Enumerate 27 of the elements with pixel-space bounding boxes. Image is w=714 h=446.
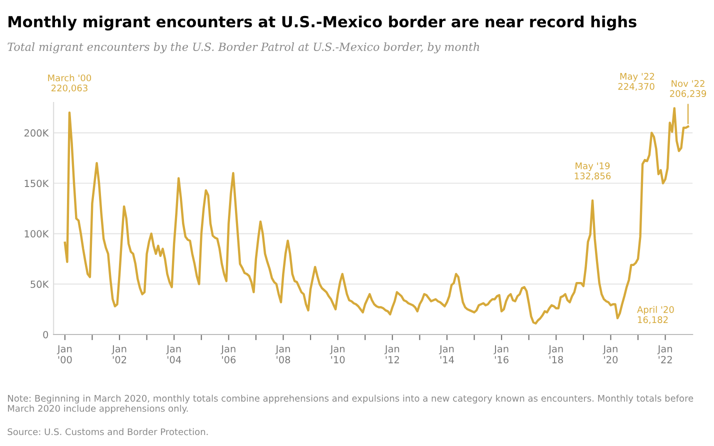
chart-subtitle: Total migrant encounters by the U.S. Border Patrol at U.S.-Mexico border, by month [8, 42, 480, 54]
x-tick-label: Jan '06 [220, 345, 236, 364]
annotation: May '22 224,370 [618, 72, 654, 91]
x-tick-label: Jan '10 [330, 345, 345, 364]
annotation: Nov '22 206,239 [670, 80, 706, 98]
annotation: April '20 16,182 [637, 306, 674, 324]
y-tick-label: 100K [24, 230, 49, 238]
x-tick-label: Jan '12 [384, 345, 400, 364]
y-tick-label: 150K [24, 180, 49, 188]
x-tick-label: Jan '00 [56, 345, 72, 364]
x-tick-label: Jan '20 [602, 345, 618, 364]
x-tick-label: Jan '08 [275, 345, 290, 364]
x-tick-label: Jan '22 [657, 345, 672, 364]
chart-title: Monthly migrant encounters at U.S.-Mexico border are near record highs [8, 16, 636, 31]
x-tick-label: Jan '14 [438, 345, 454, 364]
annotation: March '00 220,063 [48, 74, 92, 92]
x-tick-label: Jan '02 [112, 345, 126, 364]
y-tick-label: 0 [43, 330, 48, 338]
text: Note: Beginning in March 2020, monthly totals combine apprehensions and expulsions into a new category known as encounters. Monthly totals before March 2020 include apprehensions only. [8, 394, 694, 414]
x-tick-label: Jan '18 [548, 345, 563, 364]
y-tick-label: 50K [30, 280, 49, 288]
annotation: May '19 132,856 [574, 162, 611, 180]
x-tick-label: Jan '16 [494, 345, 508, 364]
y-tick-label: 200K [24, 129, 49, 137]
x-tick-label: Jan '04 [166, 345, 182, 364]
source-note: Source: U.S. Customs and Border Protection. [8, 428, 208, 436]
line-series [64, 107, 690, 325]
